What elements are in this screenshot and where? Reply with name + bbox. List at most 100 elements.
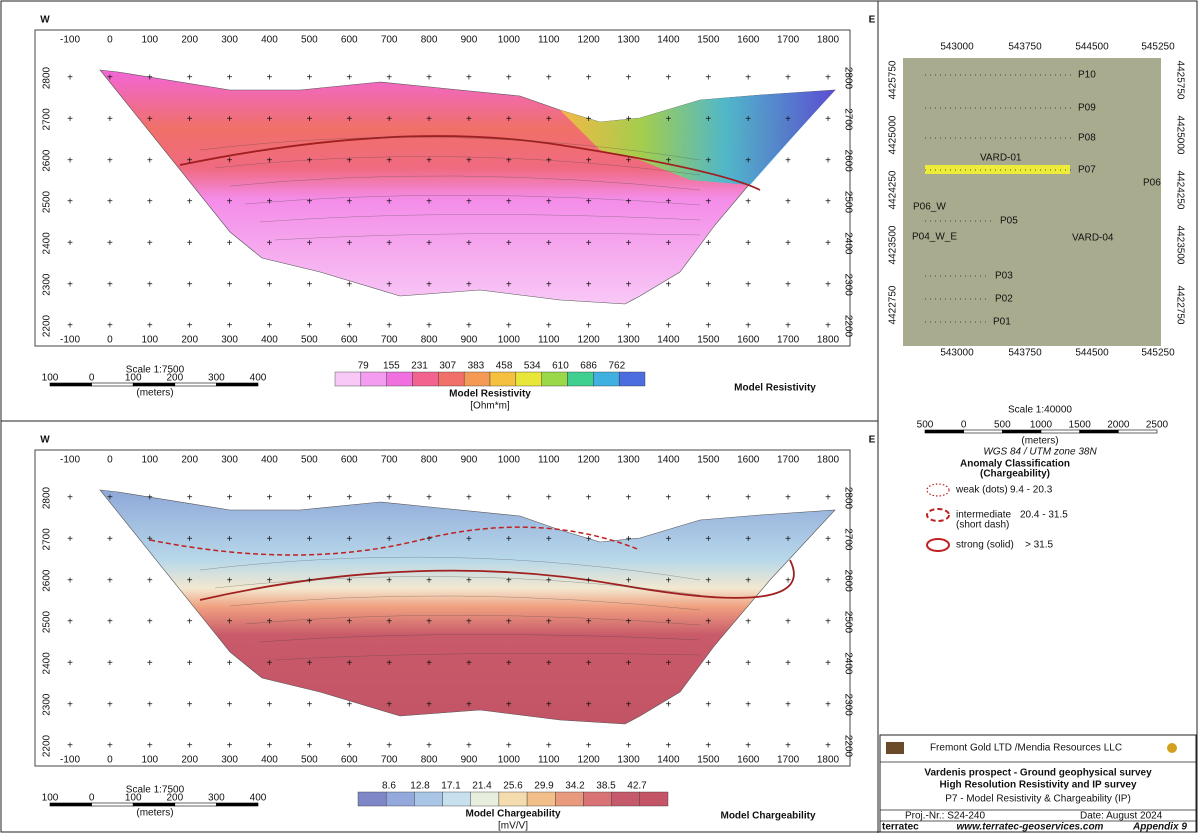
easting-label: 545250 <box>1141 42 1175 53</box>
grid-cross: + <box>386 575 392 586</box>
colorbar-cell <box>567 371 594 387</box>
grid-cross: + <box>665 73 671 84</box>
title-line: High Resolution Resistivity and IP surve… <box>939 780 1137 791</box>
grid-cross: + <box>67 279 73 290</box>
legend-label: (short dash) <box>956 520 1009 531</box>
grid-cross: + <box>626 238 632 249</box>
colorbar-tick: 34.2 <box>565 781 585 792</box>
grid-cross: + <box>386 617 392 628</box>
grid-cross: + <box>466 197 472 208</box>
colorbar-cell <box>618 371 646 387</box>
grid-cross: + <box>705 197 711 208</box>
legend-symbol <box>926 483 950 497</box>
grid-cross: + <box>147 534 153 545</box>
grid-cross: + <box>386 658 392 669</box>
grid-cross: + <box>506 575 512 586</box>
colorbar-cell <box>386 371 413 387</box>
project: Proj.-Nr.: S24-240 <box>905 811 985 822</box>
grid-cross: + <box>745 617 751 628</box>
grid-cross: + <box>745 73 751 84</box>
y-tick-label: 2400 <box>842 232 853 255</box>
grid-cross: + <box>626 321 632 332</box>
direction-label: E <box>869 435 876 446</box>
colorbar-tick: 155 <box>383 361 400 372</box>
colorbar-cell <box>385 791 415 807</box>
grid-cross: + <box>586 658 592 669</box>
grid-cross: + <box>466 73 472 84</box>
grid-cross: + <box>785 238 791 249</box>
grid-cross: + <box>306 197 312 208</box>
grid-cross: + <box>586 279 592 290</box>
colorbar-cell <box>583 791 612 807</box>
x-tick-label: 100 <box>141 35 158 46</box>
grid-cross: + <box>745 155 751 166</box>
x-tick-label: 900 <box>461 755 478 766</box>
grid-cross: + <box>705 73 711 84</box>
x-tick-label: 600 <box>341 335 358 346</box>
grid-cross: + <box>227 493 233 504</box>
x-tick-label: 800 <box>421 455 438 466</box>
grid-cross: + <box>586 617 592 628</box>
grid-cross: + <box>227 534 233 545</box>
y-tick-label: 2600 <box>842 570 853 593</box>
x-tick-label: 900 <box>461 335 478 346</box>
y-tick-label: 2700 <box>842 528 853 551</box>
logo: terratec <box>882 822 919 833</box>
northing-label: 4424250 <box>888 170 899 209</box>
x-tick-label: 1300 <box>617 35 640 46</box>
grid-cross: + <box>187 534 193 545</box>
y-tick-label: 2300 <box>42 273 53 296</box>
grid-cross: + <box>306 155 312 166</box>
grid-cross: + <box>67 321 73 332</box>
grid-cross: + <box>147 741 153 752</box>
appendix: Appendix 9 <box>1132 822 1187 833</box>
grid-cross: + <box>745 321 751 332</box>
grid-cross: + <box>147 197 153 208</box>
northing-label: 4422750 <box>888 285 899 324</box>
grid-cross: + <box>665 741 671 752</box>
x-tick-label: 400 <box>261 35 278 46</box>
grid-cross: + <box>586 493 592 504</box>
x-tick-label: 300 <box>221 455 238 466</box>
y-tick-label: 2200 <box>842 735 853 758</box>
grid-cross: + <box>386 534 392 545</box>
grid-cross: + <box>466 575 472 586</box>
grid-cross: + <box>825 238 831 249</box>
colorbar-cell <box>593 371 620 387</box>
grid-cross: + <box>187 73 193 84</box>
scale-tick: 1000 <box>1030 420 1053 431</box>
grid-cross: + <box>426 197 432 208</box>
colorbar-cell <box>463 371 491 387</box>
y-tick-label: 2300 <box>42 693 53 716</box>
grid-cross: + <box>227 741 233 752</box>
x-tick-label: 400 <box>261 455 278 466</box>
grid-cross: + <box>227 238 233 249</box>
northing-label: 4423500 <box>1174 226 1185 265</box>
x-tick-label: 0 <box>107 35 113 46</box>
x-tick-label: 1700 <box>777 755 800 766</box>
grid-cross: + <box>107 493 113 504</box>
grid-cross: + <box>665 575 671 586</box>
grid-cross: + <box>546 658 552 669</box>
grid-cross: + <box>745 699 751 710</box>
grid-cross: + <box>825 321 831 332</box>
colorbar-tick: 17.1 <box>441 781 461 792</box>
grid-cross: + <box>386 238 392 249</box>
scale-tick: 2000 <box>1107 420 1130 431</box>
grid-cross: + <box>506 114 512 125</box>
grid-cross: + <box>785 321 791 332</box>
grid-cross: + <box>705 321 711 332</box>
scale-label: Scale 1:40000 <box>1008 405 1072 416</box>
colorbar-cell <box>498 791 528 807</box>
x-tick-label: 1000 <box>498 335 521 346</box>
grid-cross: + <box>267 197 273 208</box>
plot-frame <box>34 449 851 767</box>
grid-cross: + <box>187 114 193 125</box>
x-tick-label: 900 <box>461 35 478 46</box>
x-tick-label: 0 <box>107 335 113 346</box>
grid-cross: + <box>745 114 751 125</box>
contour <box>274 653 701 661</box>
colorbar-tick: 79 <box>358 361 370 372</box>
grid-cross: + <box>506 321 512 332</box>
grid-cross: + <box>227 321 233 332</box>
